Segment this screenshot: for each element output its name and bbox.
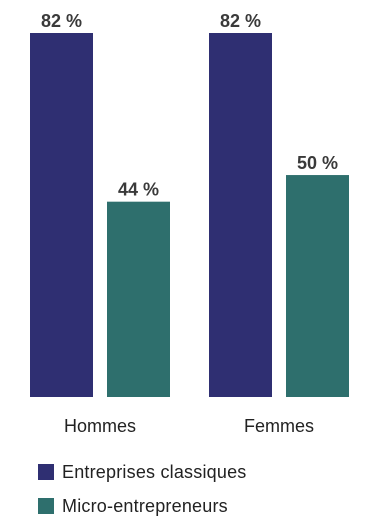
bar-micro-entrepreneurs-hommes <box>107 201 170 397</box>
legend-swatch-entreprises-classiques <box>38 464 54 480</box>
value-label-entreprises-classiques-femmes: 82 % <box>220 11 261 31</box>
value-label-micro-entrepreneurs-hommes: 44 % <box>118 180 159 200</box>
legend-item-micro-entrepreneurs: Micro-entrepreneurs <box>38 489 246 523</box>
bar-entreprises-classiques-femmes <box>209 33 272 397</box>
legend: Entreprises classiques Micro-entrepreneu… <box>38 455 246 523</box>
category-label-femmes: Femmes <box>244 416 314 436</box>
legend-label-micro-entrepreneurs: Micro-entrepreneurs <box>62 495 228 516</box>
legend-item-entreprises-classiques: Entreprises classiques <box>38 455 246 489</box>
value-label-entreprises-classiques-hommes: 82 % <box>41 11 82 31</box>
legend-swatch-micro-entrepreneurs <box>38 498 54 514</box>
value-label-micro-entrepreneurs-femmes: 50 % <box>297 153 338 173</box>
category-label-hommes: Hommes <box>64 416 136 436</box>
legend-label-entreprises-classiques: Entreprises classiques <box>62 461 247 482</box>
bar-micro-entrepreneurs-femmes <box>286 175 349 397</box>
bar-entreprises-classiques-hommes <box>30 33 93 397</box>
